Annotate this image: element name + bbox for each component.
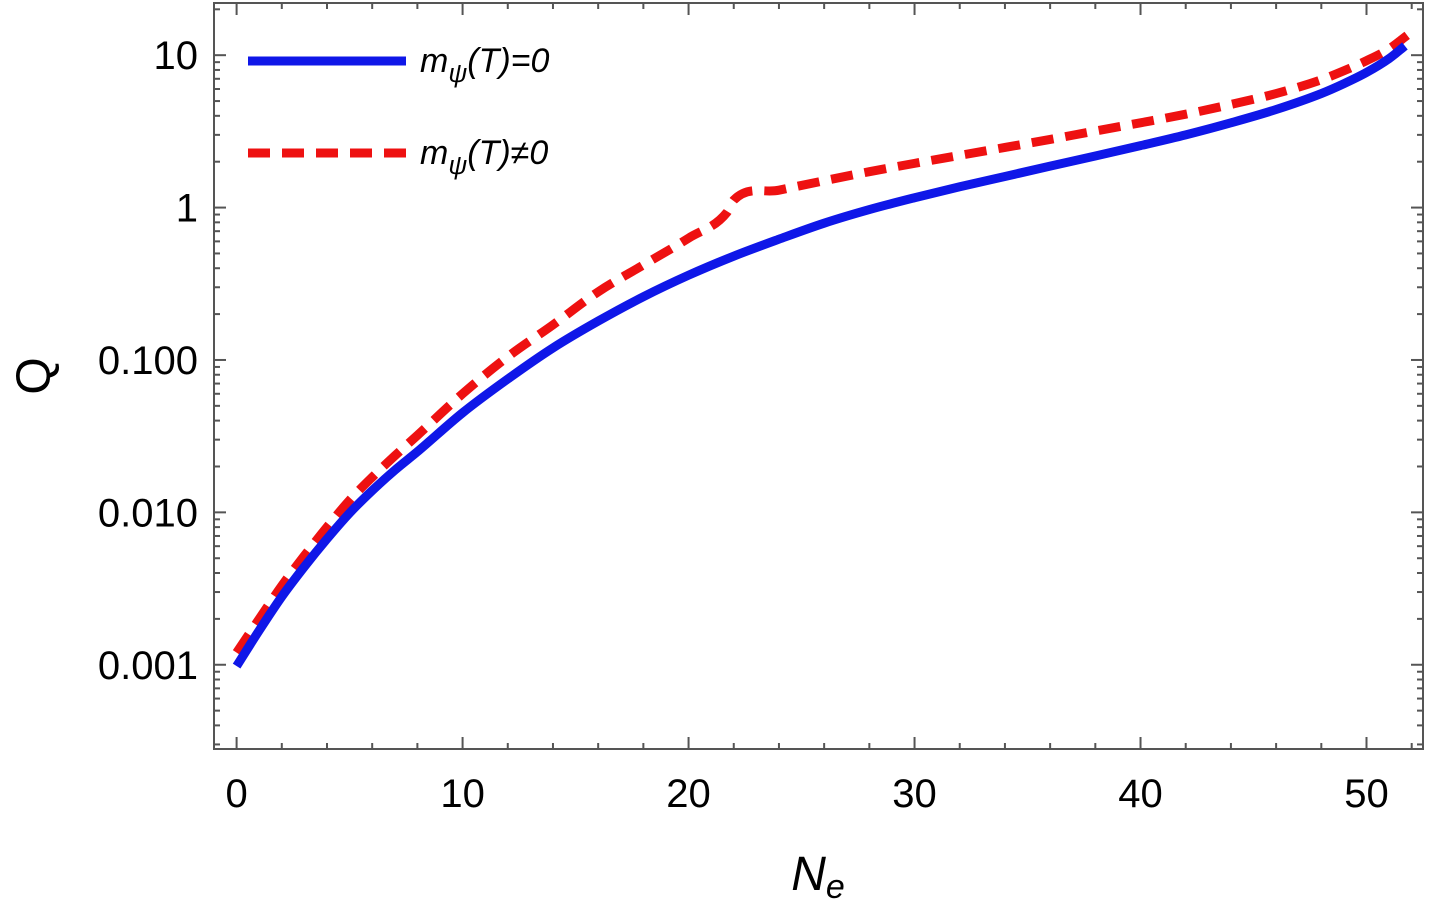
plot-frame [213, 2, 1424, 750]
axis-tick-labels: 0 10 20 30 40 50 0.001 0.010 0.100 1 10 [98, 34, 1389, 816]
legend-label-solid: mψ(T)=0 [420, 42, 550, 88]
x-axis-title-sub: e [826, 868, 845, 901]
x-axis-title-main: N [791, 848, 826, 901]
legend-label-dashed-rest: (T)≠0 [467, 134, 548, 172]
y-tick-label: 0.100 [98, 339, 198, 383]
legend-label-solid-rest: (T)=0 [467, 42, 549, 80]
x-tick-label: 50 [1344, 772, 1389, 816]
y-tick-label: 0.010 [98, 491, 198, 535]
series-line-dashed [232, 31, 1410, 656]
legend-label-dashed: mψ(T)≠0 [420, 134, 548, 180]
legend: mψ(T)=0 mψ(T)≠0 [248, 42, 550, 180]
legend-label-dashed-main: m [420, 134, 448, 172]
y-tick-label: 0.001 [98, 644, 198, 688]
x-tick-label: 0 [225, 772, 247, 816]
x-tick-label: 10 [440, 772, 485, 816]
x-tick-label: 40 [1118, 772, 1163, 816]
x-tick-label: 30 [892, 772, 937, 816]
y-tick-label: 1 [176, 187, 198, 231]
series-line-solid [232, 42, 1408, 669]
axis-ticks [214, 3, 1423, 749]
x-tick-label: 20 [666, 772, 711, 816]
series-layer [232, 31, 1410, 669]
legend-label-solid-sub: ψ [448, 58, 467, 88]
x-axis-title: Ne [791, 848, 845, 901]
y-tick-label: 10 [154, 34, 199, 78]
legend-label-dashed-sub: ψ [448, 150, 467, 180]
y-axis-title: Q [8, 357, 61, 394]
legend-label-solid-main: m [420, 42, 448, 80]
